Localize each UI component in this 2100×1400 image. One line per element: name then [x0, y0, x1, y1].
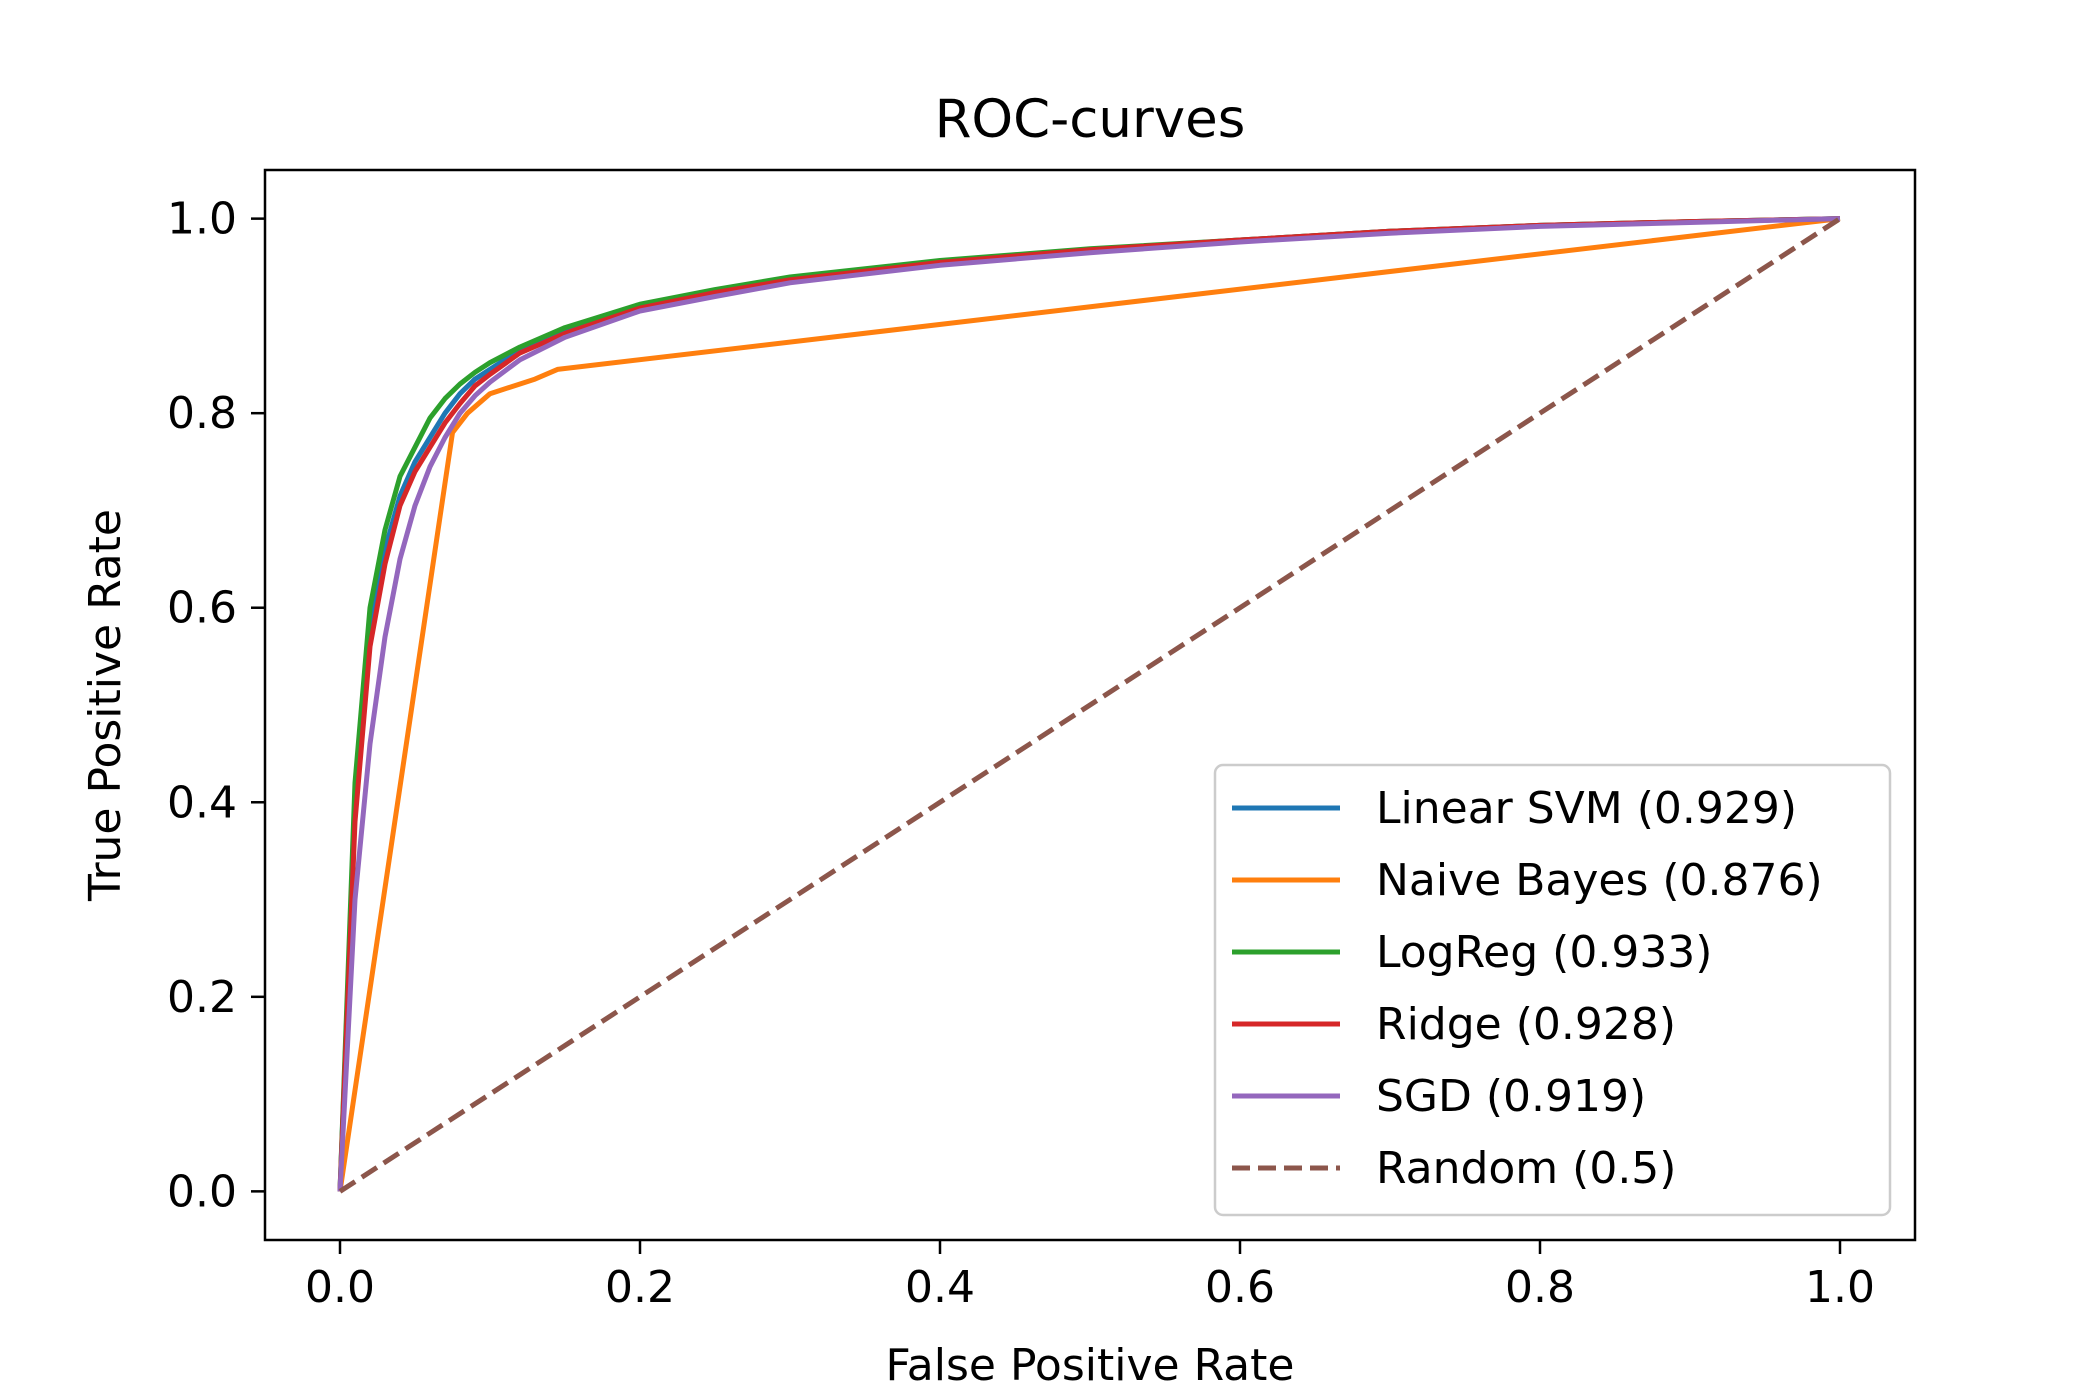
legend-box [1213, 763, 1892, 1217]
y-tick-label: 0.4 [167, 777, 237, 828]
legend-label-5: Random (0.5) [1376, 1143, 1676, 1194]
plot-frame [263, 168, 1917, 1242]
chart-title: ROC-curves [935, 89, 1246, 150]
x-tick-label: 0.6 [1205, 1262, 1275, 1313]
x-tick-label: 0.8 [1505, 1262, 1575, 1313]
series-line-1 [337, 216, 1841, 1192]
legend-label-0: Linear SVM (0.929) [1376, 783, 1797, 834]
x-axis-ticks: 0.0 0.2 0.4 0.6 0.8 1.0 [305, 1240, 1875, 1313]
legend-label-1: Naive Bayes (0.876) [1376, 855, 1823, 906]
y-tick-label: 0.2 [167, 972, 237, 1023]
legend-label-2: LogReg (0.933) [1376, 927, 1712, 978]
legend: Linear SVM (0.929) Naive Bayes (0.876) Log… [1213, 763, 1892, 1217]
y-axis-ticks: 0.0 0.2 0.4 0.6 0.8 1.0 [167, 194, 265, 1217]
y-tick-label: 0.0 [167, 1166, 237, 1217]
y-tick-label: 0.6 [167, 583, 237, 634]
series-layer [337, 216, 1842, 1194]
x-tick-label: 0.0 [305, 1262, 375, 1313]
y-tick-label: 1.0 [167, 194, 237, 245]
x-tick-label: 0.4 [905, 1262, 975, 1313]
legend-label-4: SGD (0.919) [1376, 1071, 1646, 1122]
x-axis-label: False Positive Rate [886, 1340, 1295, 1391]
y-tick-label: 0.8 [167, 388, 237, 439]
x-tick-label: 1.0 [1805, 1262, 1875, 1313]
x-tick-label: 0.2 [605, 1262, 675, 1313]
y-axis-label: True Positive Rate [80, 509, 131, 902]
legend-entries: Linear SVM (0.929) Naive Bayes (0.876) Log… [1232, 783, 1823, 1194]
legend-label-3: Ridge (0.928) [1376, 999, 1676, 1050]
series-line-5 [338, 216, 1842, 1194]
series-line-4 [337, 216, 1841, 1192]
